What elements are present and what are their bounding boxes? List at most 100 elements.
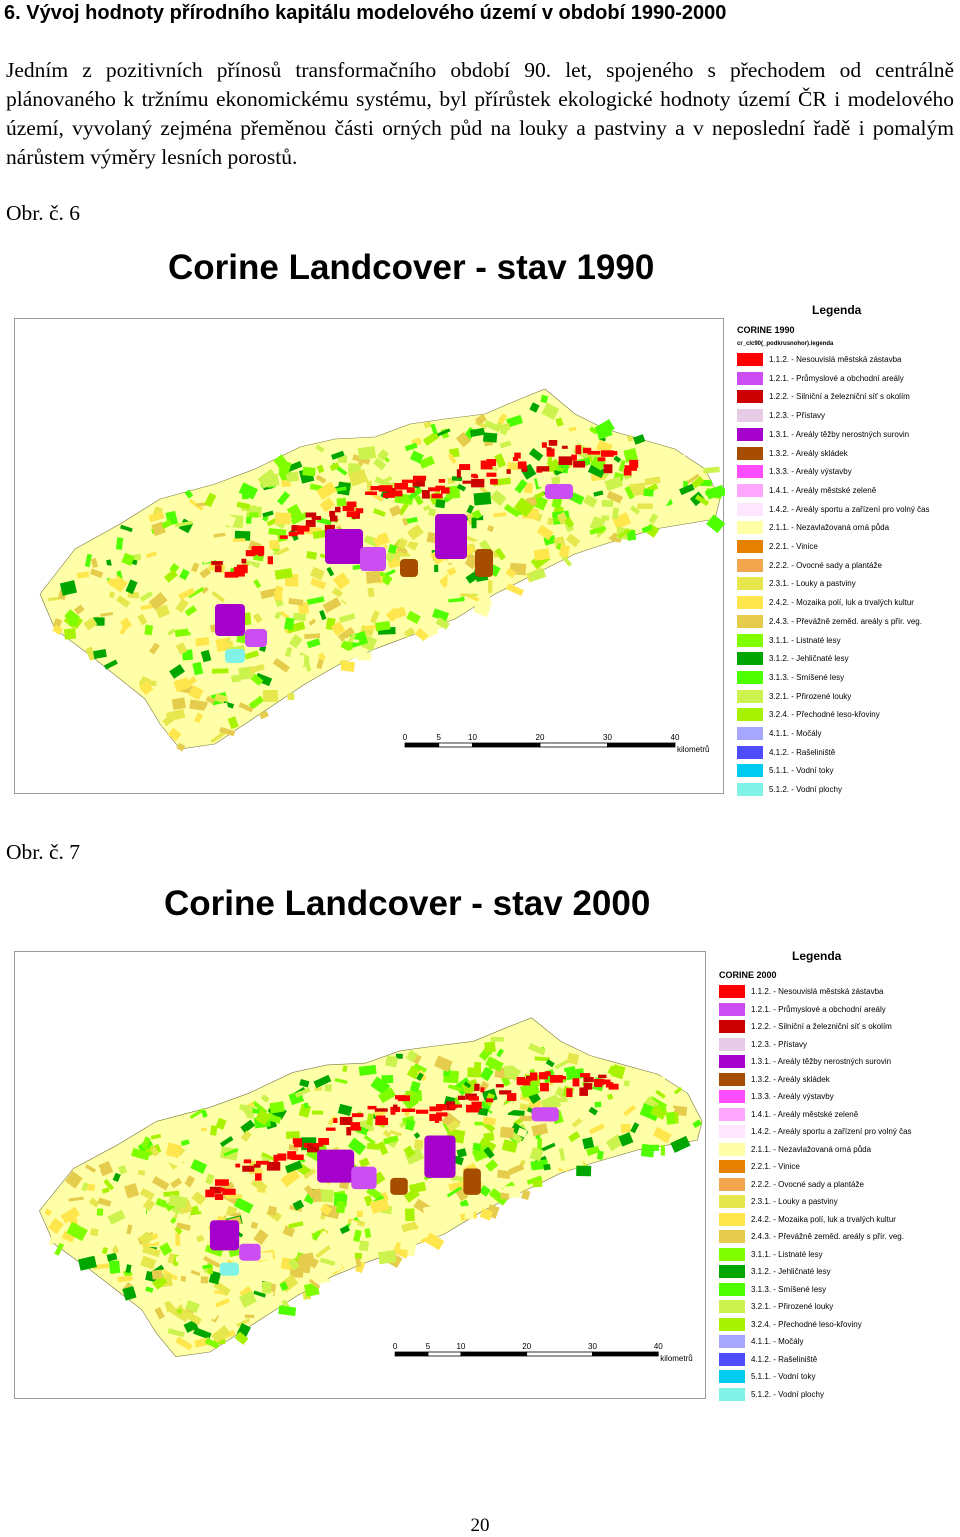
- figure-7-caption: Obr. č. 7: [6, 840, 81, 864]
- legend-swatch: [719, 1125, 745, 1138]
- legend-swatch: [737, 577, 763, 591]
- figure-6-caption: Obr. č. 6: [6, 201, 81, 225]
- legend-swatch: [737, 353, 763, 366]
- legend-swatch: [737, 783, 763, 797]
- landcover-patches: [48, 394, 725, 752]
- legend-label: 1.3.2. - Areály skládek: [751, 1074, 830, 1084]
- legend-label: 5.1.2. - Vodní plochy: [769, 785, 842, 795]
- map-canvas: 0 5 10 20 30 40 kilometrů: [39, 1017, 703, 1363]
- legend-swatch: [719, 1370, 745, 1383]
- legend-label: 1.3.1. - Areály těžby nerostných surovin: [751, 1057, 892, 1066]
- legend-label: 1.2.3. - Přístavy: [769, 411, 826, 421]
- legend-label: 2.3.1. - Louky a pastviny: [751, 1197, 838, 1206]
- scale-tick-label: 40: [654, 1342, 663, 1351]
- legend-swatch: [719, 1037, 745, 1051]
- legend-label: 1.2.3. - Přístavy: [751, 1039, 808, 1049]
- landcover-map-2000: 0 5 10 20 30 40 kilometrů: [14, 951, 706, 1399]
- scale-bar: 0 5 10 20 30 40 kilometrů: [403, 733, 710, 754]
- legend-swatch: [719, 1142, 745, 1156]
- legend-swatch: [737, 633, 763, 647]
- legend-label: 2.1.1. - Nezavlažovaná orná půda: [769, 523, 890, 533]
- legend-subtitle: CORINE 2000: [719, 970, 777, 980]
- scale-tick-label: 20: [522, 1342, 531, 1351]
- legend-swatch: [719, 1247, 745, 1261]
- legend-label: 1.2.1. - Průmyslové a obchodní areály: [751, 1004, 886, 1014]
- legend-label: 2.2.2. - Ovocné sady a plantáže: [769, 560, 882, 570]
- scale-tick-label: 0: [403, 733, 408, 742]
- legend-swatch: [737, 390, 763, 404]
- legend-label: 1.1.2. - Nesouvislá městská zástavba: [769, 355, 902, 364]
- legend-swatch: [719, 1335, 745, 1348]
- legend-swatch: [737, 558, 763, 572]
- legend-swatch: [719, 1195, 745, 1208]
- legend-label: 2.4.2. - Mozaika polí, luk a trvalých ku…: [751, 1214, 896, 1224]
- legend-swatch: [719, 1387, 745, 1401]
- legend-label: 3.1.3. - Smíšené lesy: [751, 1284, 827, 1294]
- legend-label: 1.2.2. - Silniční a železniční síť s oko…: [751, 1022, 892, 1031]
- scale-tick-label: 20: [536, 733, 545, 742]
- scale-tick-label: 40: [671, 733, 680, 742]
- scale-tick-label: 10: [468, 733, 477, 742]
- legend-label: 2.2.2. - Ovocné sady a plantáže: [751, 1179, 864, 1189]
- legend-swatch: [737, 371, 763, 385]
- body-paragraph: Jedním z pozitivních přínosů transformač…: [6, 58, 954, 169]
- landcover-patches: [44, 1036, 702, 1351]
- legend-label: 1.3.3. - Areály výstavby: [769, 467, 852, 477]
- legend-label: 5.1.2. - Vodní plochy: [751, 1389, 824, 1399]
- legend-label: 4.1.2. - Rašeliniště: [769, 747, 836, 757]
- section-heading: 6. Vývoj hodnoty přírodního kapitálu mod…: [4, 2, 727, 24]
- legend-swatch: [737, 614, 763, 628]
- legend-label: 2.2.1. - Vinice: [769, 542, 818, 551]
- legend-swatch: [719, 1107, 745, 1121]
- scale-tick-label: 0: [393, 1342, 398, 1351]
- legend-label: 3.1.2. - Jehličnaté lesy: [769, 654, 849, 664]
- scale-tick-label: 30: [588, 1342, 597, 1351]
- legend-label: 3.2.4. - Přechodné leso-křoviny: [751, 1319, 862, 1329]
- legend-swatch: [737, 409, 763, 423]
- legend-label: 2.4.3. - Převážně zeměd. areály s přír. …: [769, 616, 922, 626]
- legend-swatch: [719, 1352, 745, 1366]
- legend-swatch: [737, 689, 763, 703]
- legend-label: 1.4.1. - Areály městské zeleně: [751, 1109, 859, 1119]
- legend-label: 4.1.1. - Močály: [769, 729, 822, 738]
- legend-label: 1.4.2. - Areály sportu a zařízení pro vo…: [751, 1127, 912, 1136]
- legend-swatch: [719, 1230, 745, 1243]
- landcover-map-1990: 0 5 10 20 30 40 kilometrů: [14, 318, 725, 794]
- legend-swatch: [737, 652, 763, 666]
- scale-unit: kilometrů: [677, 745, 709, 754]
- legend-swatch: [737, 502, 763, 516]
- legend-swatch: [737, 483, 763, 497]
- legend-label: 2.2.1. - Vinice: [751, 1162, 800, 1171]
- legend-label: 1.4.2. - Areály sportu a zařízení pro vo…: [769, 504, 930, 514]
- legend-label: 2.4.3. - Převážně zeměd. areály s přír. …: [751, 1232, 904, 1241]
- legend-label: 1.3.3. - Areály výstavby: [751, 1092, 834, 1101]
- scale-tick-label: 5: [426, 1342, 431, 1351]
- legend-label: 1.2.1. - Průmyslové a obchodní areály: [769, 373, 904, 383]
- legend-swatch: [719, 1020, 745, 1033]
- legend-label: 5.1.1. - Vodní toky: [769, 766, 834, 776]
- legend-label: 1.3.1. - Areály těžby nerostných surovin: [769, 429, 910, 439]
- legend-swatch: [737, 764, 763, 778]
- legend-swatch: [719, 1160, 745, 1173]
- legend-swatch: [737, 708, 763, 722]
- legend-label: 2.3.1. - Louky a pastviny: [769, 579, 856, 589]
- legend-swatch: [737, 745, 763, 759]
- legend-1990: Legenda CORINE 1990 cr_clc90(_podkrusnoh…: [737, 300, 959, 800]
- legend-swatch: [719, 1300, 745, 1313]
- scale-tick-label: 30: [603, 733, 612, 742]
- legend-label: 3.1.1. - Listnaté lesy: [769, 635, 841, 645]
- legend-swatch: [719, 1177, 745, 1191]
- legend-label: 3.1.2. - Jehličnaté lesy: [751, 1267, 831, 1276]
- legend-swatch: [737, 521, 763, 535]
- page-number: 20: [470, 1515, 490, 1536]
- legend-label: 4.1.2. - Rašeliniště: [751, 1354, 818, 1364]
- legend-swatch: [737, 670, 763, 684]
- legend-label: 1.4.1. - Areály městské zeleně: [769, 485, 877, 495]
- legend-label: 2.4.2. - Mozaika polí, luk a trvalých ku…: [769, 598, 914, 608]
- legend-swatch: [719, 985, 745, 998]
- legend-label: 3.1.3. - Smíšené lesy: [769, 672, 845, 682]
- figure-7-title: Corine Landcover - stav 2000: [164, 884, 651, 923]
- legend-swatch: [719, 1317, 745, 1331]
- legend-label: 4.1.1. - Močály: [751, 1337, 804, 1346]
- legend-subtitle: CORINE 1990: [737, 325, 795, 335]
